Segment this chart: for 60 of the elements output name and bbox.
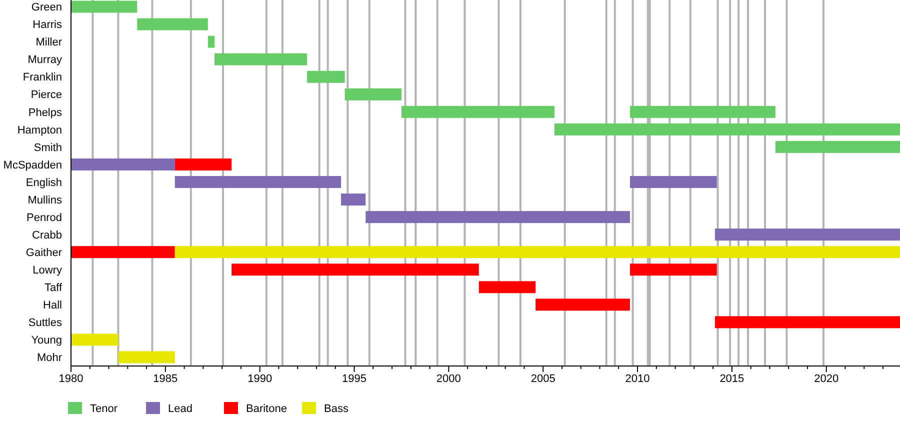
y-tick-label: Young (31, 334, 62, 347)
bar (630, 176, 717, 188)
bar (341, 194, 366, 206)
y-tick-label: Mohr (36, 352, 62, 364)
y-tick-label: Taff (44, 282, 63, 294)
bar (71, 158, 175, 170)
y-tick-label: English (26, 176, 62, 189)
y-tick-label: Penrod (26, 212, 62, 224)
bar (536, 298, 630, 311)
bar (554, 123, 900, 136)
y-tick-label: Harris (32, 19, 62, 32)
y-tick-label: Green (31, 2, 62, 14)
bar (714, 228, 900, 241)
bar (118, 351, 175, 364)
x-tick-label: 1990 (248, 373, 272, 385)
bar (208, 36, 215, 48)
x-tick-label: 2015 (720, 373, 744, 385)
legend-label: Tenor (90, 402, 118, 415)
bar (71, 246, 175, 258)
bar (214, 53, 308, 66)
legend-label: Baritone (246, 402, 287, 415)
x-tick-label: 1995 (342, 373, 366, 385)
bar (478, 281, 536, 294)
bar (366, 211, 630, 224)
bar (775, 140, 900, 153)
bar (71, 334, 118, 346)
y-tick-label: Murray (28, 54, 62, 66)
bar (174, 176, 342, 188)
y-tick-label: Crabb (32, 229, 62, 242)
y-tick-label: Suttles (28, 317, 62, 330)
y-tick-label: Smith (34, 142, 62, 154)
x-tick-label: 2000 (436, 373, 461, 385)
x-tick-label: 1985 (153, 373, 178, 385)
y-tick-label: Franklin (22, 72, 62, 84)
bar (307, 70, 345, 83)
y-tick-label: Phelps (28, 106, 62, 119)
legend-label: Bass (324, 402, 349, 415)
x-tick-label: 1980 (58, 373, 84, 385)
x-tick-label: 2005 (530, 373, 556, 385)
x-tick-label: 2010 (625, 373, 650, 385)
y-tick-label: McSpadden (3, 159, 62, 172)
y-tick-label: Pierce (30, 89, 62, 102)
y-tick-label: Hampton (17, 124, 62, 136)
bar (137, 18, 208, 30)
y-tick-label: Gaither (26, 246, 62, 259)
bar (174, 158, 232, 170)
legend-label: Lead (168, 402, 192, 415)
y-tick-label: Lowry (32, 264, 62, 276)
bar (630, 106, 776, 118)
bar (344, 88, 402, 100)
y-tick-label: Hall (43, 300, 62, 312)
bar (232, 264, 479, 276)
bar (71, 0, 138, 13)
y-tick-label: Mullins (28, 194, 62, 206)
bar (714, 316, 900, 328)
bar (401, 106, 554, 118)
bar (630, 264, 717, 276)
bar (174, 246, 900, 258)
y-tick-label: Miller (36, 36, 62, 49)
x-tick-label: 2020 (814, 373, 839, 385)
